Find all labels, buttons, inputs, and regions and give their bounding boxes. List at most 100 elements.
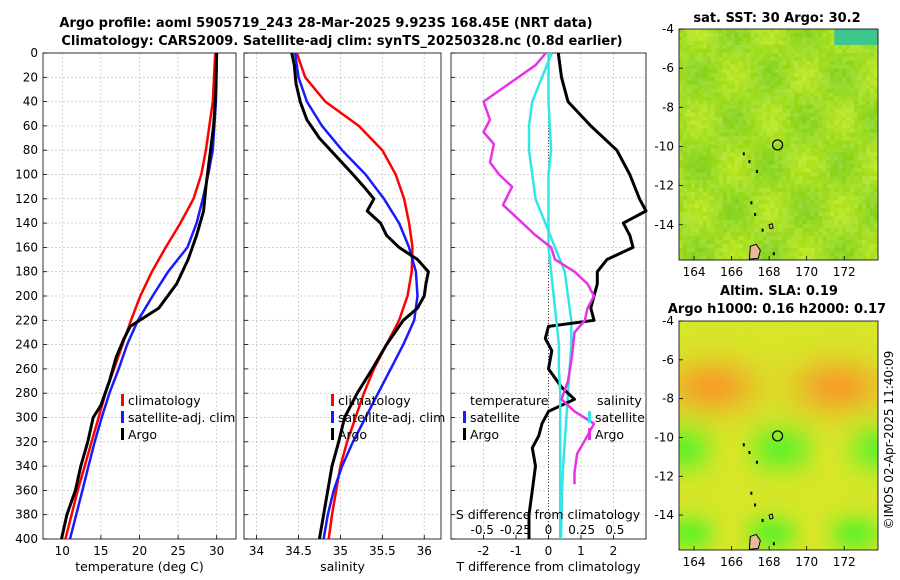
heatmap-cell <box>774 172 779 177</box>
heatmap-cell <box>750 29 756 34</box>
heatmap-cell <box>798 200 803 205</box>
heatmap-cell <box>842 228 847 233</box>
heatmap-cell <box>862 240 867 245</box>
heatmap-cell <box>690 388 696 393</box>
heatmap-cell <box>794 431 799 436</box>
heatmap-cell <box>686 136 692 141</box>
heatmap-cell <box>790 435 795 440</box>
heatmap-cell <box>802 44 807 50</box>
heatmap-cell <box>738 451 744 456</box>
heatmap-cell <box>734 172 740 177</box>
heatmap-cell <box>786 228 791 233</box>
heatmap-cell <box>826 248 831 253</box>
heatmap-cell <box>758 252 763 257</box>
heatmap-cell <box>802 128 807 133</box>
heatmap-cell <box>706 156 712 161</box>
heatmap-cell <box>690 84 696 90</box>
heatmap-cell <box>794 332 799 338</box>
heatmap-cell <box>742 415 748 421</box>
heatmap-cell <box>702 392 708 397</box>
heatmap-cell <box>714 144 720 149</box>
heatmap-cell <box>870 68 875 74</box>
heatmap-cell <box>710 388 716 393</box>
heatmap-cell <box>842 68 847 74</box>
heatmap-cell <box>762 415 767 421</box>
heatmap-cell <box>842 232 847 237</box>
heatmap-cell <box>679 360 684 365</box>
heatmap-cell <box>854 411 859 417</box>
heatmap-cell <box>750 443 756 448</box>
heatmap-cell <box>866 29 871 34</box>
heatmap-cell <box>822 427 827 432</box>
heatmap-cell <box>714 132 720 137</box>
heatmap-cell <box>679 336 684 342</box>
heatmap-cell <box>750 164 756 169</box>
heatmap-cell <box>838 399 843 405</box>
heatmap-cell <box>866 376 871 381</box>
heatmap-cell <box>742 455 748 460</box>
heatmap-cell <box>770 380 775 385</box>
heatmap-cell <box>794 411 799 417</box>
heatmap-cell <box>710 124 716 129</box>
heatmap-cell <box>826 128 831 133</box>
legend-swatch-s-satellite <box>588 411 591 423</box>
heatmap-cell <box>802 399 807 405</box>
heatmap-cell <box>846 124 851 129</box>
heatmap-cell <box>738 104 744 110</box>
heatmap-cell <box>842 72 847 78</box>
heatmap-cell <box>842 321 847 326</box>
heatmap-cell <box>742 164 748 169</box>
heatmap-cell <box>690 48 696 54</box>
y-tick-label: 100 <box>15 168 38 182</box>
heatmap-cell <box>854 156 859 161</box>
heatmap-cell <box>770 108 775 114</box>
heatmap-cell <box>730 192 736 197</box>
heatmap-cell <box>834 348 839 353</box>
heatmap-cell <box>738 120 744 125</box>
heatmap-cell <box>722 212 728 217</box>
heatmap-cell <box>734 248 740 253</box>
heatmap-cell <box>854 84 859 90</box>
heatmap-cell <box>798 388 803 393</box>
heatmap-cell <box>838 48 843 54</box>
heatmap-cell <box>742 88 748 94</box>
heatmap-cell <box>742 392 748 397</box>
heatmap-cell <box>854 321 859 326</box>
heatmap-cell <box>702 427 708 432</box>
heatmap-cell <box>786 44 791 50</box>
heatmap-cell <box>818 152 823 157</box>
heatmap-cell <box>850 108 855 114</box>
heatmap-cell <box>838 431 843 436</box>
heatmap-cell <box>830 36 835 42</box>
heatmap-cell <box>866 80 871 86</box>
heatmap-cell <box>790 104 795 110</box>
heatmap-cell <box>794 96 799 102</box>
heatmap-cell <box>679 36 684 42</box>
heatmap-cell <box>706 380 712 385</box>
heatmap-cell <box>786 64 791 70</box>
heatmap-cell <box>698 384 704 389</box>
heatmap-cell <box>814 116 819 121</box>
heatmap-cell <box>862 80 867 86</box>
heatmap-cell <box>714 188 720 193</box>
heatmap-cell <box>762 459 767 464</box>
heatmap-cell <box>730 76 736 82</box>
heatmap-cell <box>702 403 708 409</box>
heatmap-cell <box>798 188 803 193</box>
heatmap-cell <box>830 228 835 233</box>
heatmap-cell <box>814 220 819 225</box>
heatmap-cell <box>786 84 791 90</box>
heatmap-cell <box>858 104 863 110</box>
heatmap-cell <box>798 160 803 165</box>
heatmap-cell <box>810 368 815 373</box>
heatmap-cell <box>786 112 791 118</box>
heatmap-cell <box>754 411 759 417</box>
heatmap-cell <box>862 360 867 365</box>
heatmap-cell <box>874 321 879 326</box>
heatmap-cell <box>806 256 811 261</box>
heatmap-cell <box>754 431 759 436</box>
heatmap-cell <box>734 148 740 153</box>
heatmap-cell <box>738 88 744 94</box>
heatmap-cell <box>822 388 827 393</box>
heatmap-cell <box>834 419 839 425</box>
